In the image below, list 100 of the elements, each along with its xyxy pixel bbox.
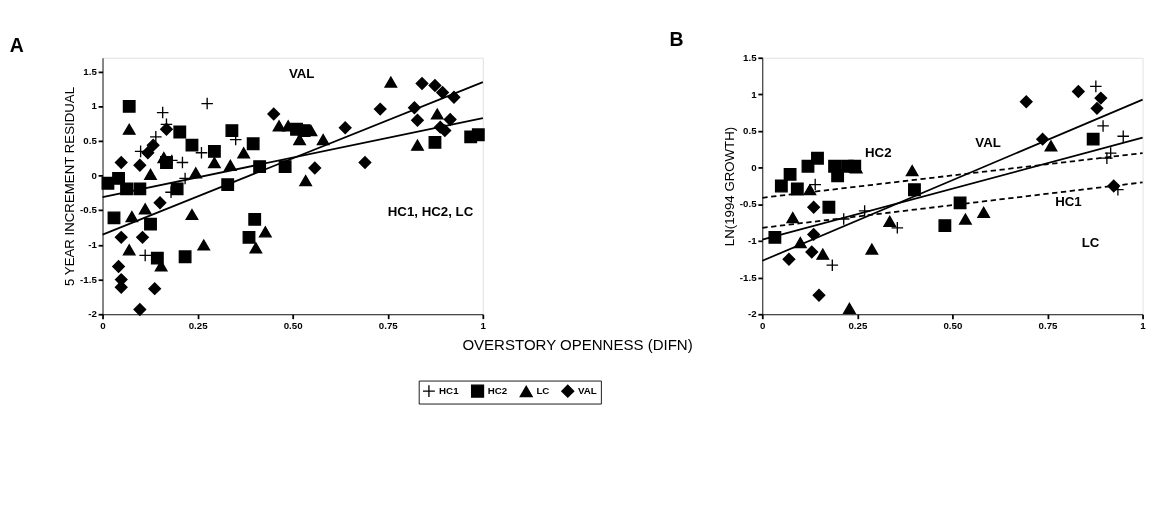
x-tick-label: 1 (1140, 319, 1147, 331)
point (831, 169, 845, 183)
point (471, 128, 485, 142)
point (1090, 101, 1104, 115)
point (430, 108, 444, 120)
point (358, 156, 372, 169)
point (1044, 140, 1058, 152)
point (1094, 91, 1108, 105)
y-tick-label: -2 (747, 308, 758, 320)
y-tick-label: 0.5 (743, 125, 758, 137)
point (1104, 146, 1118, 160)
x-tick-label: 0.50 (283, 319, 303, 331)
x-tick-label: 0.75 (378, 319, 399, 331)
point (783, 167, 797, 181)
y-tick-label: 1.5 (83, 65, 98, 77)
point (150, 251, 164, 265)
y-tick-label: -1.5 (739, 271, 758, 283)
point (122, 99, 136, 113)
point (122, 244, 136, 256)
annotation: HC1 (1055, 193, 1082, 209)
point (807, 200, 821, 214)
y-tick-label: -0.5 (80, 204, 98, 216)
point (170, 182, 184, 196)
point (146, 138, 160, 152)
y-tick-label: 0 (751, 161, 757, 173)
point (411, 113, 424, 127)
point (200, 97, 214, 110)
annotation: HC1, HC2, LC (387, 204, 474, 220)
point (816, 248, 830, 260)
legend-label: LC (536, 385, 550, 397)
point (176, 156, 189, 169)
point (428, 79, 442, 92)
x-tick-label: 0.50 (943, 319, 963, 331)
point (774, 179, 788, 193)
y-tick-label: 1 (751, 88, 758, 100)
y-tick-label: -2 (88, 308, 98, 320)
point (1100, 151, 1114, 165)
point (149, 130, 163, 144)
point (225, 124, 239, 138)
point (308, 161, 322, 175)
point (443, 113, 457, 126)
point (197, 239, 211, 251)
point (101, 176, 115, 190)
point (173, 125, 187, 139)
point (905, 165, 919, 177)
point (195, 146, 208, 160)
point (114, 156, 128, 169)
point (811, 151, 824, 165)
point (1019, 95, 1033, 109)
point (1116, 129, 1130, 143)
x-tick-label: 0.25 (188, 319, 209, 331)
point (299, 174, 313, 187)
point (237, 147, 251, 159)
point (801, 159, 815, 173)
point (953, 196, 967, 210)
point (160, 122, 173, 136)
legend-label: HC1 (439, 384, 460, 396)
point (782, 252, 796, 266)
point (267, 107, 281, 121)
y-tick-label: -1 (747, 235, 758, 247)
point (249, 242, 263, 254)
point (436, 86, 449, 99)
point (185, 138, 199, 152)
x-tick-label: 0 (760, 319, 766, 331)
point (786, 211, 800, 224)
point (908, 183, 921, 197)
point (1086, 132, 1100, 146)
annotation: VAL (288, 65, 315, 81)
point (248, 212, 262, 226)
point (958, 213, 972, 225)
chart-title: B (669, 28, 684, 51)
point (373, 102, 387, 116)
y-tick-label: -0.5 (739, 198, 758, 210)
point (138, 203, 152, 215)
y-axis-title: LN(1994 GROWTH) (721, 126, 737, 247)
point (825, 258, 839, 272)
point (133, 302, 147, 316)
point (178, 250, 192, 264)
point (805, 245, 819, 259)
point (136, 230, 149, 244)
point (842, 302, 856, 315)
point (144, 168, 157, 180)
legend-label: HC2 (487, 384, 508, 396)
point (144, 217, 157, 231)
x-tick-label: 0 (100, 319, 106, 331)
point (415, 77, 429, 90)
point (428, 135, 442, 149)
point (258, 226, 272, 238)
point (133, 158, 147, 172)
point (242, 230, 256, 244)
x-axis-title: OVERSTORY OPENNESS (DIFN) (462, 335, 693, 353)
point (938, 219, 952, 233)
point (338, 121, 352, 135)
point (1096, 119, 1110, 133)
annotation: VAL (975, 134, 1001, 150)
annotation: LC (1081, 234, 1100, 250)
point (156, 106, 170, 120)
point (1089, 79, 1103, 93)
point (822, 200, 836, 214)
point (207, 156, 221, 169)
